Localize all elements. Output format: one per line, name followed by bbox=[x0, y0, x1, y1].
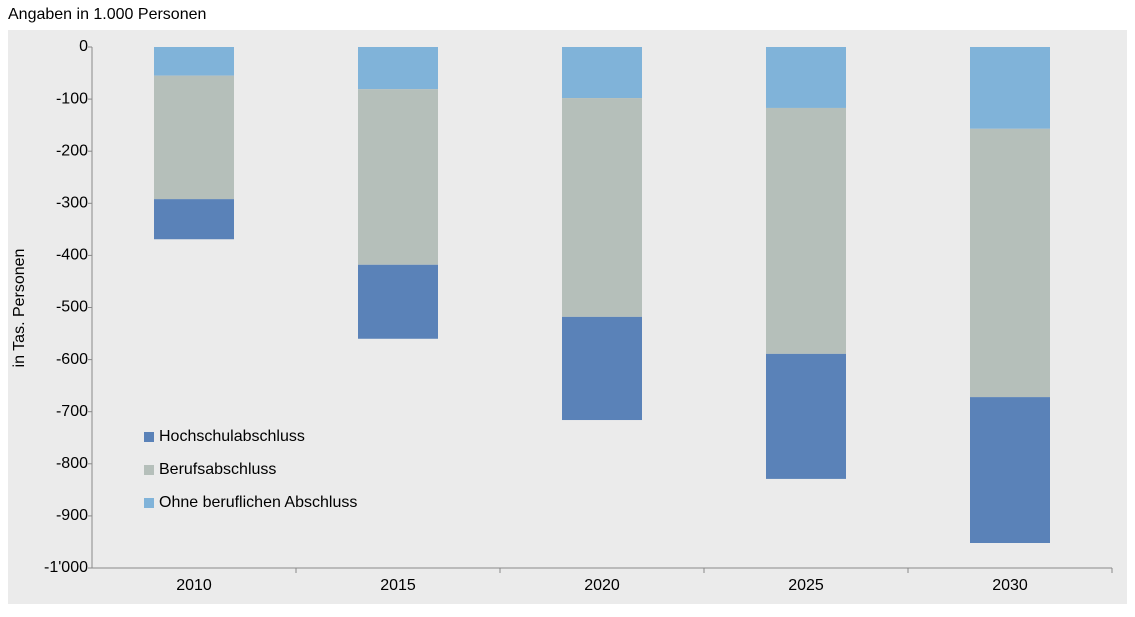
bar-segment bbox=[970, 397, 1050, 543]
y-tick-label: -500 bbox=[56, 299, 88, 316]
bar-segment bbox=[154, 199, 234, 240]
bar-segment bbox=[154, 47, 234, 76]
y-tick-label: 0 bbox=[79, 38, 88, 55]
y-tick-label: -800 bbox=[56, 455, 88, 472]
x-tick-label: 2015 bbox=[380, 577, 416, 594]
y-axis-label: in Tas. Personen bbox=[11, 249, 28, 368]
bar-segment bbox=[358, 47, 438, 90]
legend-swatch bbox=[144, 498, 154, 508]
chart-title: Angaben in 1.000 Personen bbox=[8, 6, 206, 23]
y-tick-label: -600 bbox=[56, 351, 88, 368]
legend-label: Ohne beruflichen Abschluss bbox=[159, 494, 357, 511]
bar-segment bbox=[766, 47, 846, 108]
bar-segment bbox=[562, 47, 642, 99]
y-tick-label: -1'000 bbox=[44, 559, 88, 576]
y-tick-label: -200 bbox=[56, 142, 88, 159]
x-tick-label: 2025 bbox=[788, 577, 824, 594]
bar-segment bbox=[154, 75, 234, 200]
x-tick-label: 2030 bbox=[992, 577, 1028, 594]
y-tick-label: -700 bbox=[56, 403, 88, 420]
legend-swatch bbox=[144, 432, 154, 442]
bar-segment bbox=[766, 353, 846, 479]
x-tick-label: 2020 bbox=[584, 577, 620, 594]
y-tick-label: -900 bbox=[56, 507, 88, 524]
bar-segment bbox=[766, 107, 846, 354]
bar-segment bbox=[562, 98, 642, 317]
y-tick-label: -300 bbox=[56, 195, 88, 212]
y-tick-label: -100 bbox=[56, 90, 88, 107]
legend-label: Hochschulabschluss bbox=[159, 428, 305, 445]
legend-label: Berufsabschluss bbox=[159, 461, 276, 478]
legend-swatch bbox=[144, 465, 154, 475]
y-tick-label: -400 bbox=[56, 247, 88, 264]
bar-segment bbox=[358, 89, 438, 265]
bar-segment bbox=[970, 47, 1050, 129]
bar-segment bbox=[562, 316, 642, 421]
bar-segment bbox=[970, 128, 1050, 398]
x-tick-label: 2010 bbox=[176, 577, 212, 594]
bar-segment bbox=[358, 264, 438, 339]
